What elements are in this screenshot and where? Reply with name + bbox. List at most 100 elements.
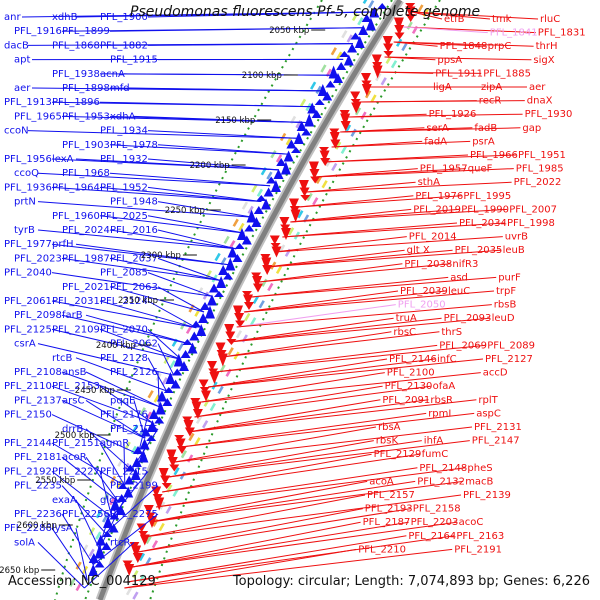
reverse-gene-arrow[interactable] — [350, 99, 361, 105]
gene-label-left[interactable]: arsC — [62, 395, 84, 406]
reverse-gene-arrow[interactable] — [198, 379, 209, 389]
forward-gene-arrow[interactable] — [182, 339, 193, 345]
reverse-gene-arrow[interactable] — [224, 324, 235, 336]
gene-label-left[interactable]: PFL_1936 — [4, 182, 52, 193]
forward-gene-arrow[interactable] — [261, 198, 271, 210]
reverse-gene-arrow[interactable] — [281, 228, 291, 240]
forward-gene-arrow[interactable] — [148, 409, 159, 419]
forward-gene-arrow[interactable] — [225, 257, 236, 271]
forward-gene-arrow[interactable] — [130, 468, 141, 480]
forward-gene-arrow[interactable] — [125, 464, 136, 472]
gene-label-left[interactable]: PFL_2037 — [110, 253, 158, 264]
gene-label-right[interactable]: PFL_1926 — [429, 109, 477, 120]
gene-label-right[interactable]: tmk — [492, 14, 512, 25]
gene-label-right[interactable]: PFL_1957 — [420, 164, 468, 175]
reverse-gene-arrow[interactable] — [290, 209, 301, 223]
gene-label-right[interactable]: PFL_2130 — [385, 381, 433, 392]
gene-label-left[interactable]: PFL_2175 — [110, 424, 158, 435]
gene-label-right[interactable]: PFL_2019 — [413, 204, 461, 215]
forward-gene-arrow[interactable] — [218, 265, 229, 275]
reverse-gene-arrow[interactable] — [136, 523, 147, 533]
reverse-gene-arrow[interactable] — [234, 313, 245, 323]
forward-gene-arrow[interactable] — [314, 99, 325, 105]
forward-gene-arrow[interactable] — [139, 438, 150, 450]
gene-label-right[interactable]: PFL_1966 — [470, 150, 518, 161]
gene-label-left[interactable]: PFL_1968 — [62, 168, 110, 179]
gene-label-left[interactable]: PFL_2153 — [52, 381, 100, 392]
gene-label-right[interactable]: gap — [522, 123, 541, 134]
forward-gene-arrow[interactable] — [180, 350, 191, 358]
reverse-gene-arrow[interactable] — [233, 305, 243, 319]
gene-label-right[interactable]: PFL_2093 — [444, 313, 492, 324]
gene-label-right[interactable]: PFL_2050 — [398, 300, 446, 311]
reverse-gene-arrow[interactable] — [191, 401, 202, 415]
forward-gene-arrow[interactable] — [232, 254, 243, 262]
gene-label-left[interactable]: PFL_2176 — [100, 410, 148, 421]
forward-gene-arrow[interactable] — [307, 102, 318, 114]
forward-gene-arrow[interactable] — [301, 128, 312, 136]
gene-label-left[interactable]: PFL_1953 — [62, 111, 110, 122]
forward-gene-arrow[interactable] — [165, 372, 176, 384]
forward-gene-arrow[interactable] — [187, 342, 198, 354]
gene-label-left[interactable]: xdhB — [52, 12, 78, 23]
forward-gene-arrow[interactable] — [138, 449, 149, 463]
gene-label-right[interactable]: nifR3 — [452, 259, 478, 270]
forward-gene-arrow[interactable] — [115, 505, 126, 515]
forward-gene-arrow[interactable] — [251, 217, 262, 227]
reverse-gene-arrow[interactable] — [350, 91, 361, 101]
reverse-gene-arrow[interactable] — [243, 294, 253, 306]
gene-label-right[interactable]: PFL_2187 — [363, 517, 411, 528]
forward-gene-arrow[interactable] — [123, 486, 134, 498]
reverse-gene-arrow[interactable] — [160, 475, 171, 485]
gene-label-left[interactable]: PFL_1960 — [52, 211, 100, 222]
gene-label-right[interactable]: PFL_2203 — [411, 517, 459, 528]
gene-label-right[interactable]: PFL_2139 — [463, 490, 511, 501]
gene-label-left[interactable]: lexA — [52, 154, 74, 165]
forward-gene-arrow[interactable] — [343, 54, 354, 66]
gene-label-right[interactable]: uvrB — [505, 232, 528, 243]
gene-label-left[interactable]: PFL_1938 — [52, 69, 100, 80]
gene-label-right[interactable]: PFL_1930 — [525, 109, 573, 120]
forward-gene-arrow[interactable] — [95, 545, 106, 559]
gene-label-right[interactable]: leuC — [448, 286, 470, 297]
gene-label-left[interactable]: PFL_1913 — [4, 97, 52, 108]
gene-label-right[interactable]: rpmI — [428, 408, 451, 419]
gene-label-left[interactable]: PFL_2070 — [100, 324, 148, 335]
gene-label-right[interactable]: PFL_2034 — [459, 218, 507, 229]
gene-label-right[interactable]: aer — [529, 82, 546, 93]
forward-gene-arrow[interactable] — [172, 368, 183, 376]
forward-gene-arrow[interactable] — [336, 62, 347, 70]
gene-label-left[interactable]: PFL_1948 — [110, 197, 158, 208]
reverse-gene-arrow[interactable] — [405, 14, 416, 22]
gene-label-right[interactable]: PFL_1885 — [483, 68, 531, 79]
forward-gene-arrow[interactable] — [88, 553, 99, 563]
reverse-gene-arrow[interactable] — [329, 132, 340, 144]
gene-label-left[interactable]: apt — [14, 55, 30, 66]
gene-label-left[interactable]: acoR — [62, 452, 87, 463]
gene-label-left[interactable]: PFL_2236 — [14, 509, 62, 520]
gene-label-right[interactable]: thrS — [441, 327, 462, 338]
forward-gene-arrow[interactable] — [146, 435, 157, 441]
gene-label-right[interactable]: PFL_2164 — [408, 531, 456, 542]
gene-label-left[interactable]: pqqE — [110, 395, 135, 406]
gene-label-right[interactable]: PFL_1976 — [415, 191, 463, 202]
gene-label-left[interactable]: PFL_2150 — [4, 410, 52, 421]
reverse-gene-arrow[interactable] — [351, 102, 362, 114]
gene-label-left[interactable]: PFL_1900 — [100, 12, 148, 23]
forward-gene-arrow[interactable] — [198, 313, 209, 323]
gene-label-left[interactable]: ccoN — [4, 126, 29, 137]
gene-label-left[interactable]: PFL_2128 — [100, 353, 148, 364]
gene-label-right[interactable]: PFL_1841 — [490, 28, 538, 39]
gene-label-left[interactable]: PFL_2062 — [110, 339, 158, 350]
reverse-gene-arrow[interactable] — [166, 449, 177, 463]
reverse-gene-arrow[interactable] — [405, 3, 416, 9]
gene-label-left[interactable]: PFL_2286 — [4, 523, 52, 534]
gene-label-right[interactable]: PFL_1911 — [435, 68, 483, 79]
reverse-gene-arrow[interactable] — [394, 32, 405, 40]
forward-gene-arrow[interactable] — [95, 534, 106, 546]
forward-gene-arrow[interactable] — [354, 36, 365, 48]
gene-label-left[interactable]: PFL_1882 — [100, 40, 148, 51]
gene-label-left[interactable]: PFL_2124 — [100, 296, 148, 307]
gene-label-right[interactable]: PFL_1848 — [440, 41, 488, 52]
gene-label-right[interactable]: rbsC — [393, 327, 416, 338]
